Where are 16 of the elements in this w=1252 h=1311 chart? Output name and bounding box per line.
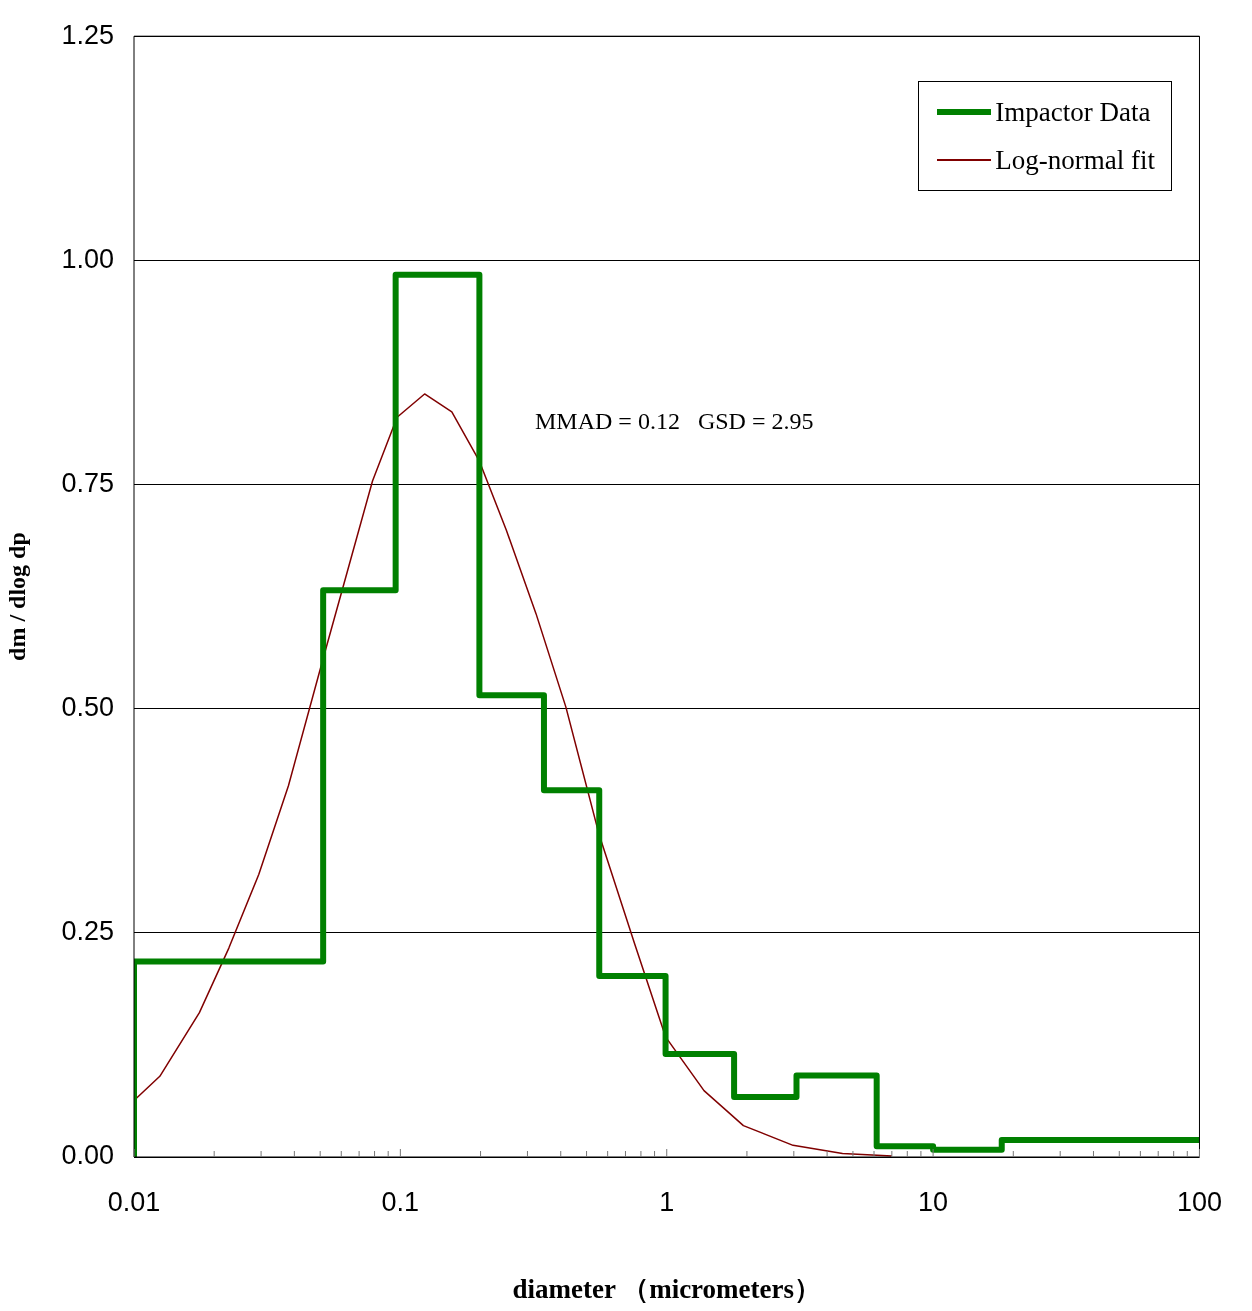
legend-label: Log-normal fit bbox=[995, 144, 1155, 176]
x-tick-label: 1 bbox=[659, 1186, 675, 1217]
y-tick-label: 0.75 bbox=[61, 467, 114, 498]
x-axis-title: diameter （micrometers） bbox=[512, 1273, 822, 1304]
y-tick-label: 0.25 bbox=[61, 916, 114, 947]
legend-label: Impactor Data bbox=[995, 96, 1151, 128]
x-tick-label: 0.01 bbox=[107, 1186, 161, 1217]
x-tick-label: 100 bbox=[1176, 1186, 1223, 1217]
y-tick-label: 1.25 bbox=[61, 19, 114, 50]
y-tick-label: 0.50 bbox=[61, 692, 114, 723]
y-tick-label: 1.00 bbox=[61, 243, 114, 274]
x-tick-label: 0.1 bbox=[381, 1186, 420, 1217]
annotation: MMAD = 0.12 GSD = 2.95 bbox=[535, 408, 814, 435]
x-tick-label: 10 bbox=[918, 1186, 949, 1217]
y-tick-label: 0.00 bbox=[61, 1140, 114, 1171]
y-axis-title: dm / dlog dp bbox=[3, 532, 30, 661]
